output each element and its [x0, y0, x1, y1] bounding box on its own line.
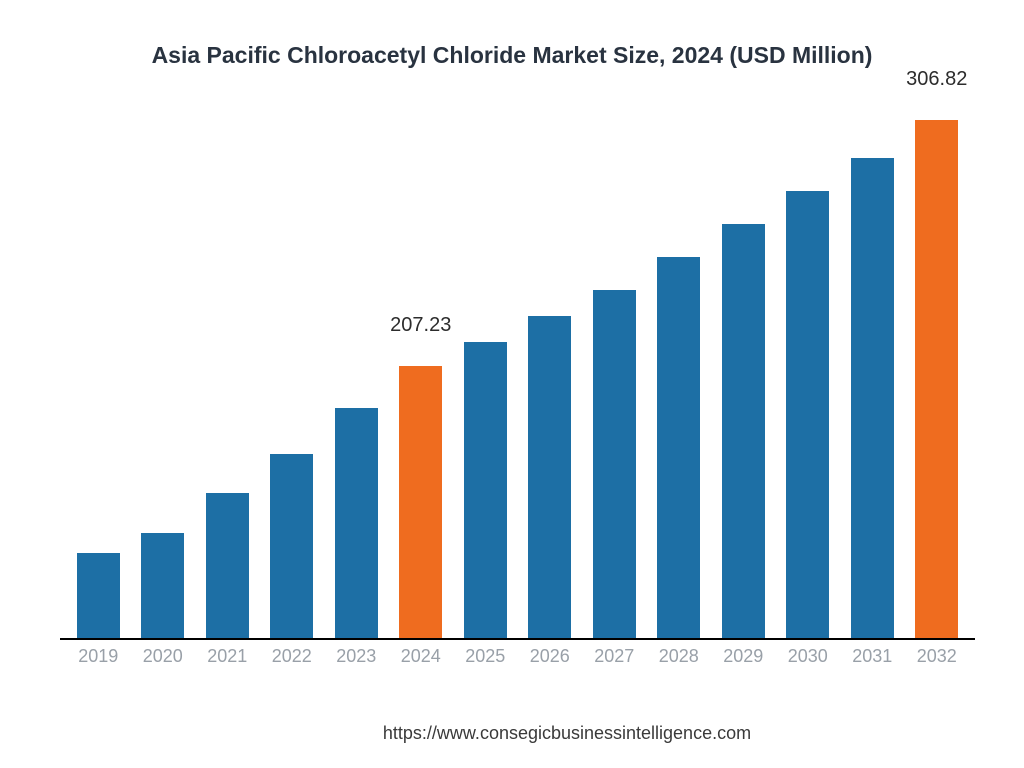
x-tick-label: 2025: [453, 646, 518, 676]
x-axis-labels: 2019202020212022202320242025202620272028…: [60, 646, 975, 676]
x-axis-line: [60, 638, 975, 640]
x-tick-label: 2023: [324, 646, 389, 676]
bar: [335, 408, 378, 638]
x-tick-label: 2029: [711, 646, 776, 676]
x-tick-label: 2021: [195, 646, 260, 676]
bar: [915, 120, 958, 638]
bar: [399, 366, 442, 638]
bars-group: 207.23 306.82: [60, 120, 975, 638]
x-tick-label: 2031: [840, 646, 905, 676]
x-tick-label: 2019: [66, 646, 131, 676]
source-text: https://www.consegicbusinessintelligence…: [0, 723, 1024, 744]
bar: [141, 533, 184, 638]
x-tick-label: 2022: [260, 646, 325, 676]
bar-value-label: 306.82: [906, 68, 967, 91]
x-tick-label: 2030: [776, 646, 841, 676]
bar-slot: [518, 120, 583, 638]
bar-slot: 207.23: [389, 120, 454, 638]
bar: [593, 290, 636, 638]
x-tick-label: 2027: [582, 646, 647, 676]
plot-area: 207.23 306.82: [60, 120, 975, 640]
x-tick-label: 2024: [389, 646, 454, 676]
bar: [786, 191, 829, 638]
bar-slot: [324, 120, 389, 638]
chart-container: Asia Pacific Chloroacetyl Chloride Marke…: [0, 0, 1024, 768]
bar: [206, 493, 249, 638]
bar-slot: [711, 120, 776, 638]
bar-slot: [647, 120, 712, 638]
bar: [270, 454, 313, 638]
bar-slot: [195, 120, 260, 638]
bar: [657, 257, 700, 638]
bar-slot: [453, 120, 518, 638]
x-tick-label: 2028: [647, 646, 712, 676]
chart-title: Asia Pacific Chloroacetyl Chloride Marke…: [0, 42, 1024, 69]
bar: [77, 553, 120, 638]
x-tick-label: 2026: [518, 646, 583, 676]
bar: [851, 158, 894, 638]
bar-slot: [260, 120, 325, 638]
bar: [528, 316, 571, 638]
bar: [464, 342, 507, 638]
x-tick-label: 2020: [131, 646, 196, 676]
bar-value-label: 207.23: [390, 314, 451, 337]
x-tick-label: 2032: [905, 646, 970, 676]
bar-slot: 306.82: [905, 120, 970, 638]
bar-slot: [776, 120, 841, 638]
bar-slot: [131, 120, 196, 638]
bar-slot: [66, 120, 131, 638]
bar-slot: [582, 120, 647, 638]
bar: [722, 224, 765, 638]
bar-slot: [840, 120, 905, 638]
